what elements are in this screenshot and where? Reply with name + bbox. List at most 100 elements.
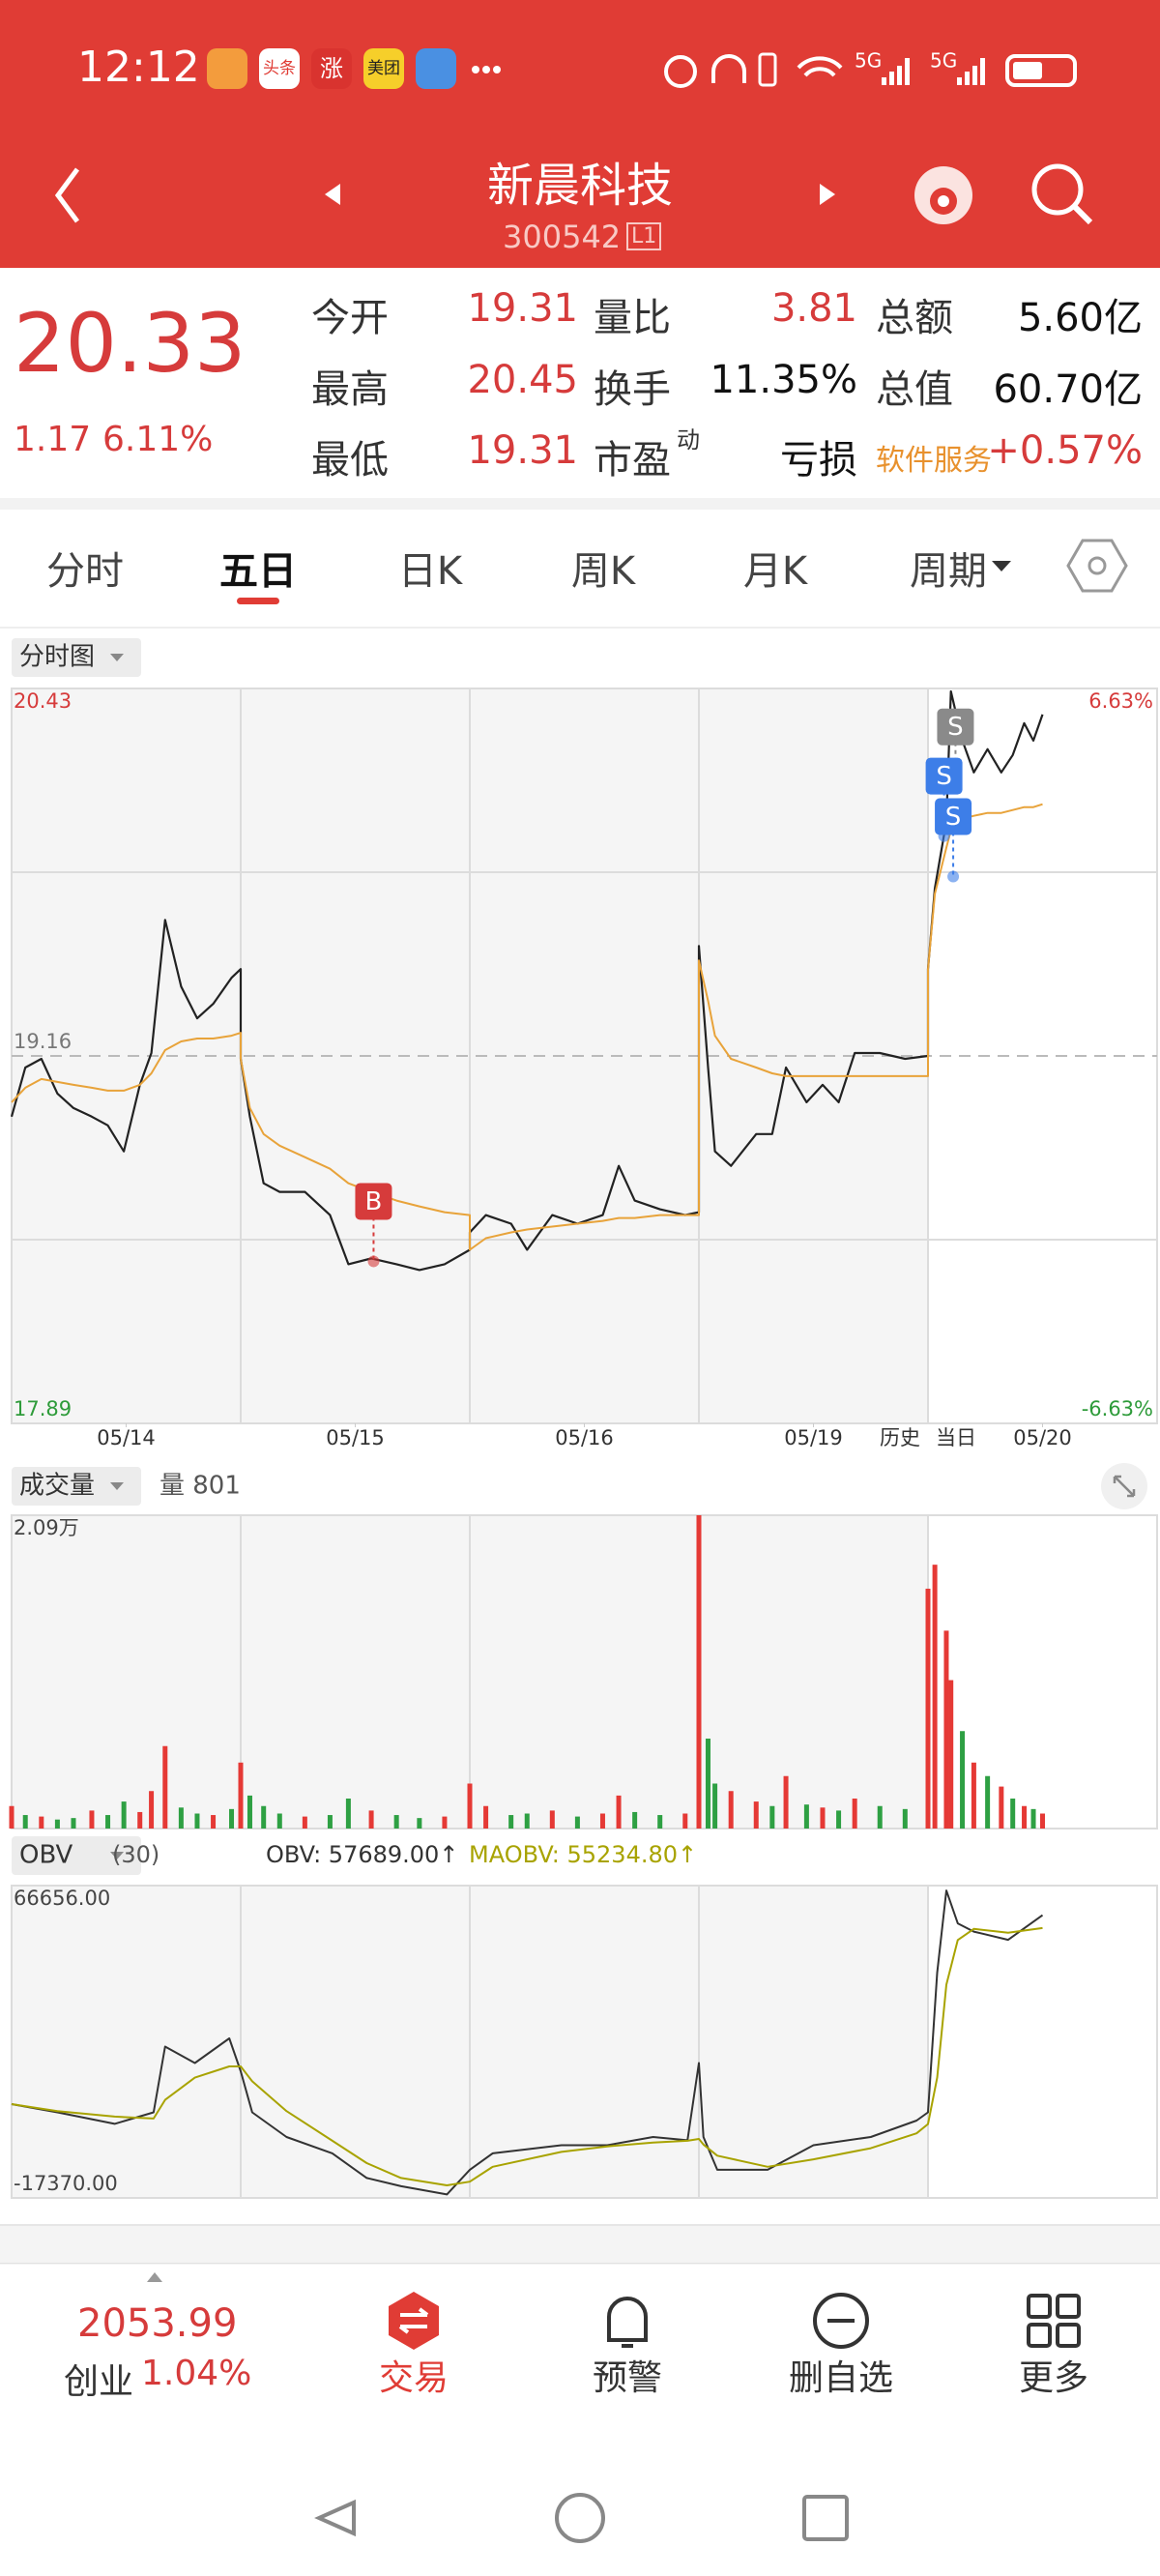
volume-bar — [261, 1805, 267, 1829]
trade-marker[interactable] — [355, 1183, 392, 1220]
header-icons: 5G 5G — [54, 49, 1093, 225]
tab[interactable]: 周K — [570, 549, 636, 594]
nav-label[interactable]: 预警 — [592, 2358, 662, 2398]
tab[interactable]: 周期 — [910, 549, 987, 594]
y-tick-label: -17370.00 — [14, 2172, 118, 2195]
expand-caret[interactable] — [147, 2272, 162, 2282]
indicator-selector[interactable] — [12, 1836, 141, 1875]
android-back[interactable] — [314, 2499, 356, 2537]
remove-watch-icon[interactable] — [813, 2293, 869, 2349]
prev-stock[interactable] — [325, 184, 340, 205]
tab[interactable]: 分时 — [46, 549, 124, 594]
tab[interactable]: 日K — [397, 549, 463, 594]
settings-button[interactable] — [1066, 539, 1128, 593]
volume-bar — [483, 1805, 489, 1829]
more-icon[interactable] — [1027, 2294, 1081, 2348]
stat-label: 市盈 — [594, 438, 671, 483]
trade-marker[interactable] — [935, 798, 972, 835]
volume-bar — [162, 1745, 168, 1829]
volume-bar — [246, 1795, 252, 1829]
volume-bar — [803, 1804, 809, 1829]
stat-value: 60.70亿 — [993, 367, 1143, 412]
stat-value: 3.81 — [770, 286, 857, 331]
trade-marker-label: S — [947, 713, 964, 742]
series-line — [11, 1926, 1043, 2186]
index-value[interactable]: 2053.99 — [77, 2301, 238, 2346]
separator — [0, 498, 1160, 510]
volume-bar — [712, 1783, 718, 1829]
nav-label[interactable]: 交易 — [378, 2358, 449, 2398]
stat-value: 20.45 — [467, 358, 578, 402]
session-label: 历史 — [880, 1426, 920, 1449]
stat-value: 5.60亿 — [1017, 296, 1143, 340]
bottom-separator — [0, 2224, 1160, 2265]
alert-icon[interactable] — [607, 2297, 648, 2348]
volume-bar — [753, 1801, 759, 1829]
trade-marker-label: B — [365, 1187, 383, 1216]
volume-bar — [105, 1815, 111, 1829]
x-tick-label: 05/20 — [1013, 1426, 1072, 1449]
volume-bar — [368, 1810, 374, 1829]
next-stock[interactable] — [820, 184, 835, 205]
signal-bars — [882, 58, 910, 85]
volume-bar — [229, 1808, 235, 1829]
battery-level — [1013, 62, 1042, 79]
tab[interactable]: 五日 — [219, 549, 297, 594]
nav-icons — [0, 2263, 1160, 2543]
volume-bar — [302, 1816, 307, 1829]
search-button[interactable] — [1031, 163, 1093, 225]
nav-label[interactable]: 更多 — [1018, 2358, 1088, 2398]
volume-bar — [178, 1807, 184, 1829]
legend-entry: OBV: 57689.00↑ — [266, 1841, 458, 1868]
tab[interactable]: 月K — [742, 549, 808, 594]
android-home[interactable] — [555, 2493, 605, 2543]
price-change: 1.17 — [14, 420, 92, 459]
dropdown-caret — [110, 1482, 124, 1490]
signal-bars — [957, 58, 985, 85]
volume-bar — [327, 1815, 333, 1829]
stat-label: 最低 — [311, 438, 389, 483]
nav-label[interactable]: 删自选 — [788, 2358, 893, 2398]
x-tick-label: 05/16 — [555, 1426, 614, 1449]
series-line — [11, 1889, 1044, 2196]
indicator-selector[interactable] — [12, 638, 141, 677]
trade-marker[interactable] — [937, 708, 974, 746]
y2-tick-label: -6.63% — [1082, 1397, 1153, 1420]
trade-icon[interactable] — [389, 2292, 439, 2350]
volume-bar — [836, 1810, 842, 1829]
trade-marker[interactable] — [925, 757, 963, 795]
small-battery — [758, 52, 777, 87]
series-line — [11, 803, 1043, 1251]
more-dots — [472, 66, 501, 73]
volume-bar — [442, 1816, 448, 1829]
volume-bar — [345, 1798, 351, 1829]
indicator-period: (30) — [112, 1841, 160, 1868]
volume-bar — [657, 1815, 663, 1829]
wifi-icon — [797, 56, 843, 77]
stat-value: 19.31 — [467, 428, 578, 473]
trade-arrows — [398, 2307, 429, 2334]
volume-bar — [211, 1815, 217, 1829]
tab-underline — [237, 598, 279, 604]
x-tick-label: 05/19 — [784, 1426, 843, 1449]
indicator-selector[interactable] — [12, 1467, 141, 1506]
volume-bar — [54, 1819, 60, 1829]
trade-marker-label: S — [936, 762, 952, 791]
assistant-icon[interactable] — [914, 166, 972, 224]
volume-bar — [22, 1815, 28, 1829]
volume-bar — [820, 1807, 826, 1829]
clock: 12:12 — [77, 43, 200, 92]
back-button[interactable] — [54, 167, 80, 223]
index-name: 创业 — [64, 2362, 134, 2402]
price-change-pct: 6.11% — [102, 420, 214, 459]
stock-code: 300542 — [503, 219, 622, 255]
dropdown-caret — [110, 654, 124, 661]
app-icon: 头条 — [259, 48, 300, 89]
volume-bar — [39, 1816, 44, 1829]
dropdown-caret — [110, 1852, 124, 1859]
dropdown-caret[interactable] — [992, 561, 1011, 571]
volume-bar — [524, 1813, 530, 1829]
y-tick-label: 17.89 — [14, 1397, 72, 1420]
y2-tick-label: 6.63% — [1088, 689, 1153, 713]
android-recents[interactable] — [802, 2495, 849, 2541]
